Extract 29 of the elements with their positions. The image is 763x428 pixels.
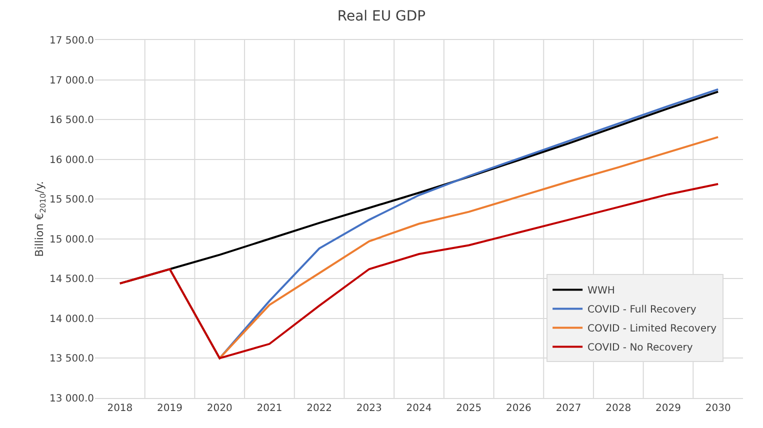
y-tick-label: 14 000.0 <box>49 314 94 325</box>
y-tick-label: 17 500.0 <box>49 36 94 46</box>
legend-label: WWH <box>588 286 615 297</box>
x-tick-label: 2023 <box>356 403 382 414</box>
y-tick-label: 15 000.0 <box>49 234 94 246</box>
x-tick-label: 2020 <box>206 403 232 414</box>
legend-label: COVID - Full Recovery <box>588 304 696 316</box>
legend-label: COVID - No Recovery <box>588 342 693 354</box>
x-tick-label: 2018 <box>107 403 133 414</box>
x-tick-label: 2029 <box>656 403 681 414</box>
legend-label: COVID - Limited Recovery <box>588 324 717 335</box>
x-tick-label: 2025 <box>456 403 482 414</box>
y-tick-label: 16 500.0 <box>49 115 94 126</box>
chart-title: Real EU GDP <box>337 8 426 24</box>
x-tick-label: 2027 <box>556 403 582 414</box>
y-tick-label: 14 500.0 <box>49 274 94 286</box>
x-tick-label: 2021 <box>256 403 282 414</box>
x-tick-label: 2022 <box>306 403 332 414</box>
x-tick-label: 2019 <box>157 403 182 414</box>
x-tick-label: 2028 <box>606 403 632 414</box>
y-tick-label: 13 000.0 <box>49 394 94 404</box>
x-tick-label: 2030 <box>705 403 731 414</box>
y-tick-label: 13 500.0 <box>49 354 94 365</box>
y-tick-label: 16 000.0 <box>49 154 94 166</box>
line-series <box>118 183 720 360</box>
x-tick-label: 2026 <box>506 403 532 414</box>
y-tick-label: 17 000.0 <box>49 75 94 86</box>
x-tick-label: 2024 <box>406 403 432 414</box>
y-tick-label: 15 500.0 <box>49 194 94 206</box>
